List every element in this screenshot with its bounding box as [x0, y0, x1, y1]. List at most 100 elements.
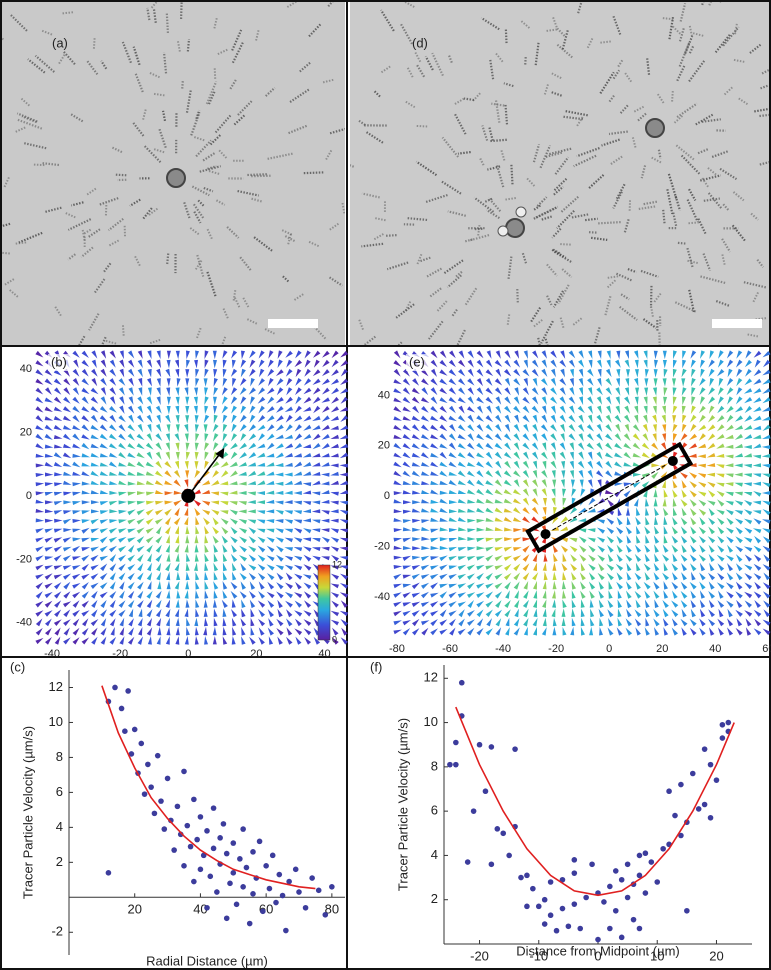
data-point	[270, 853, 276, 859]
flow-arrow	[691, 600, 697, 608]
flow-arrow	[321, 397, 330, 402]
flow-arrow	[691, 369, 696, 378]
flow-arrow	[605, 490, 614, 494]
flow-arrow	[312, 538, 321, 542]
flow-arrow	[312, 509, 321, 513]
flow-arrow	[55, 637, 61, 645]
y-axis-label: Tracer Particle Velocity (µm/s)	[395, 718, 410, 891]
flow-arrow	[623, 443, 631, 449]
flow-arrow	[485, 547, 494, 552]
flow-arrow	[468, 600, 475, 608]
flow-arrow	[119, 600, 126, 608]
flow-arrow	[744, 397, 752, 403]
flow-arrow	[753, 397, 761, 403]
flow-arrow	[63, 510, 72, 514]
data-point	[211, 805, 217, 811]
flow-arrow	[322, 443, 330, 449]
flow-arrow	[718, 360, 724, 368]
flow-arrow	[578, 518, 587, 522]
flow-arrow	[128, 637, 134, 645]
flow-arrow	[645, 498, 649, 507]
flow-arrow	[175, 461, 179, 470]
flow-arrow	[644, 397, 648, 406]
flow-arrow	[680, 619, 687, 627]
flow-arrow	[167, 397, 171, 406]
x-axis-label: Radial Distance (µm)	[146, 953, 268, 968]
flow-arrow	[128, 582, 135, 590]
flow-arrow	[54, 591, 61, 598]
flow-arrow	[709, 627, 714, 636]
flow-arrow	[734, 510, 743, 515]
flow-arrow	[467, 565, 475, 571]
flow-arrow	[626, 563, 631, 572]
flow-arrow	[249, 536, 256, 543]
flow-arrow	[476, 556, 485, 561]
flow-arrow	[449, 619, 456, 627]
flow-arrow	[36, 518, 45, 522]
flow-arrow	[119, 406, 124, 415]
flow-arrow	[403, 519, 412, 523]
flow-arrow	[284, 453, 293, 458]
flow-arrow	[754, 591, 762, 598]
flow-arrow	[560, 527, 569, 532]
flow-arrow	[563, 627, 567, 636]
flow-arrow	[430, 556, 439, 560]
flow-arrow	[578, 360, 584, 368]
flow-arrow	[681, 378, 685, 386]
data-point	[191, 879, 197, 885]
flow-arrow	[276, 582, 283, 589]
flow-arrow	[513, 555, 521, 561]
flow-arrow	[636, 600, 641, 609]
colorbar-label: 12	[332, 559, 342, 569]
flow-arrow	[222, 406, 229, 414]
flow-arrow	[523, 433, 530, 441]
flow-arrow	[597, 498, 605, 504]
flow-arrow	[663, 590, 668, 599]
flow-arrow	[257, 471, 266, 476]
tracer-streak	[678, 243, 686, 244]
flow-arrow	[421, 556, 430, 561]
flow-arrow	[91, 573, 99, 580]
flow-arrow	[412, 388, 420, 394]
flow-arrow	[72, 610, 80, 617]
flow-arrow	[194, 388, 198, 397]
flow-arrow	[717, 369, 724, 376]
data-point	[643, 850, 649, 856]
tracer-streak	[577, 371, 581, 380]
flow-arrow	[672, 378, 676, 386]
flow-arrow	[449, 509, 457, 513]
flow-arrow	[258, 406, 265, 414]
flow-arrow	[45, 592, 53, 598]
flow-arrow	[430, 611, 438, 617]
flow-arrow	[449, 628, 455, 636]
flow-arrow	[654, 563, 660, 571]
flow-arrow	[176, 590, 180, 599]
flow-arrow	[266, 462, 275, 466]
flow-arrow	[118, 537, 126, 543]
flow-arrow	[449, 397, 457, 403]
flow-arrow	[734, 483, 743, 487]
flow-arrow	[551, 415, 557, 423]
flow-arrow	[412, 434, 420, 440]
flow-arrow	[304, 637, 311, 645]
flow-arrow	[476, 538, 485, 542]
data-point	[188, 844, 194, 850]
flow-arrow	[412, 628, 419, 635]
flow-arrow	[277, 387, 284, 395]
flow-arrow	[259, 627, 265, 635]
flow-arrow	[614, 453, 623, 458]
flow-arrow	[588, 470, 593, 479]
flow-arrow	[332, 360, 339, 368]
flow-arrow	[673, 369, 677, 378]
flow-arrow	[718, 627, 724, 635]
flow-arrow	[541, 415, 547, 423]
flow-arrow	[394, 350, 401, 358]
flow-arrow	[449, 490, 458, 494]
flow-arrow	[662, 554, 669, 562]
flow-arrow	[467, 519, 476, 523]
flow-arrow	[598, 573, 605, 581]
flow-arrow	[214, 609, 218, 618]
flow-arrow	[185, 609, 189, 618]
flow-arrow	[147, 424, 151, 433]
flow-arrow	[753, 379, 761, 385]
